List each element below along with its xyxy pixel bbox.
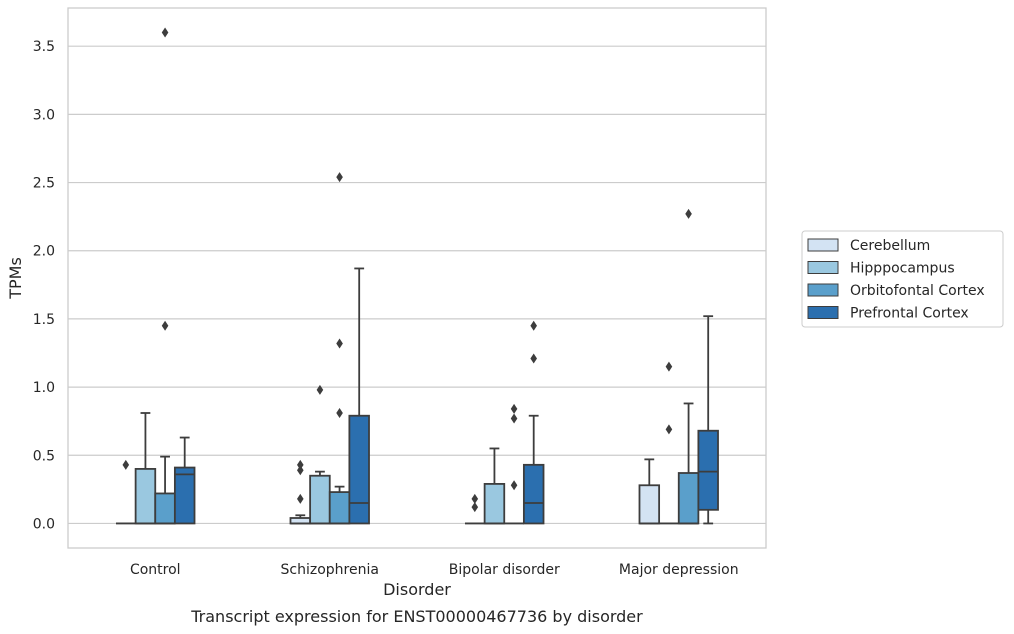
box [173, 466, 196, 525]
box-group [154, 27, 176, 525]
legend-item: Cerebellum [807, 238, 930, 254]
box-group [348, 267, 370, 525]
legend-swatch [807, 261, 839, 274]
box [697, 429, 719, 511]
outlier-point [336, 172, 343, 183]
legend: Cerebellum Hipppocampus Orbitofontal Corte… [801, 230, 1004, 328]
box-group [504, 403, 524, 525]
box-group [309, 384, 331, 525]
chart-caption: Transcript expression for ENST0000046773… [190, 607, 643, 626]
box [522, 463, 545, 525]
y-tick-label: 1.0 [33, 380, 55, 396]
box-group [289, 459, 312, 525]
box [328, 491, 351, 525]
box-group [115, 459, 136, 525]
box [483, 483, 506, 525]
legend-label: Prefrontal Cortex [850, 306, 969, 322]
x-tick-label: Major depression [619, 562, 739, 578]
box-group [522, 320, 545, 525]
legend-label: Cerebellum [850, 238, 930, 254]
legend-item: Hipppocampus [807, 261, 955, 277]
legend-swatch [807, 238, 839, 252]
outlier-point [297, 493, 304, 504]
y-tick-label: 0.5 [33, 448, 55, 464]
outlier-point [685, 208, 692, 219]
box-group [659, 361, 679, 525]
box-group [483, 447, 506, 525]
outlier-point [122, 459, 130, 470]
box [154, 492, 176, 525]
legend-item: Orbitofontal Cortex [807, 283, 985, 299]
outlier-point [297, 459, 304, 470]
y-tick-label: 3.5 [33, 39, 55, 55]
legend-swatch [807, 283, 839, 297]
box-layer [115, 27, 719, 525]
outlier-point [297, 465, 304, 476]
box [348, 414, 370, 525]
outlier-point [161, 320, 169, 331]
box [677, 472, 700, 525]
outlier-point [336, 408, 343, 418]
y-tick-label: 2.0 [33, 244, 55, 260]
outlier-point [510, 403, 518, 414]
y-tick-label: 1.5 [33, 312, 55, 328]
y-tick-label: 0.0 [33, 516, 55, 532]
x-tick-label: Control [130, 562, 181, 578]
box-group [464, 493, 485, 525]
outlier-point [471, 493, 479, 504]
outlier-point [510, 413, 518, 424]
x-tick-label: Bipolar disorder [449, 562, 560, 578]
outlier-point [665, 361, 673, 372]
box-group [134, 412, 157, 525]
y-axis-label: TPMs [6, 257, 25, 300]
x-tick-label: Schizophrenia [281, 562, 379, 578]
outlier-point [530, 353, 537, 364]
box-group [328, 172, 351, 525]
legend-item: Prefrontal Cortex [807, 306, 969, 322]
y-tick-label: 2.5 [33, 176, 55, 192]
outlier-point [336, 338, 343, 349]
box [638, 484, 661, 525]
grid-layer [68, 45, 766, 525]
outlier-point [471, 502, 479, 513]
outlier-point [510, 480, 518, 491]
legend-label: Orbitofontal Cortex [850, 283, 985, 299]
box-group [697, 315, 719, 525]
y-tick-label: 3.0 [33, 107, 55, 123]
x-tick-labels: Control Schizophrenia Bipolar disorder Majo… [130, 562, 739, 578]
box [134, 468, 157, 525]
outlier-point [530, 320, 537, 331]
legend-swatch [807, 306, 839, 319]
box-group [638, 458, 661, 525]
y-tick-labels: 0.0 0.5 1.0 1.5 2.0 2.5 3.0 3.5 [33, 39, 55, 532]
outlier-point [161, 27, 169, 38]
x-axis-label: Disorder [383, 580, 451, 599]
box-group [173, 436, 196, 525]
outlier-point [316, 384, 324, 395]
plot-frame [67, 7, 767, 549]
outlier-point [665, 424, 673, 435]
box-group [677, 208, 700, 525]
legend-label: Hipppocampus [850, 261, 955, 277]
legend-frame [801, 230, 1004, 328]
box [309, 474, 331, 525]
